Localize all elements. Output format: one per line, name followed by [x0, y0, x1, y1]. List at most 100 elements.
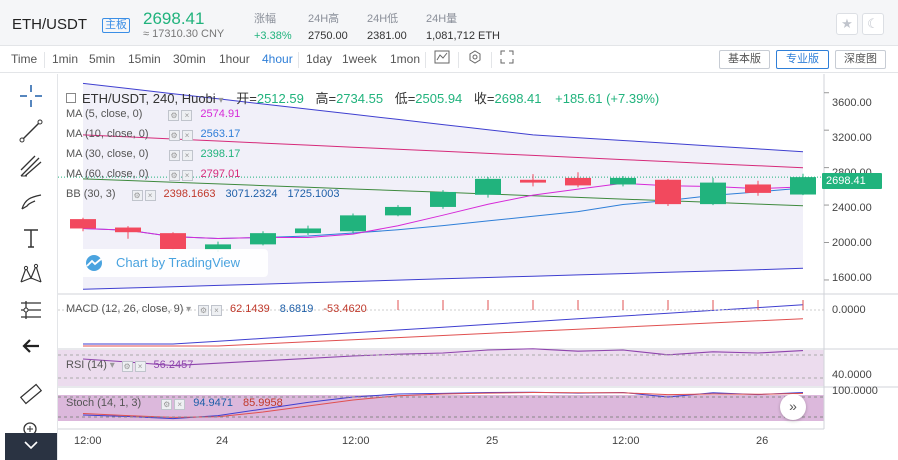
ruler-icon[interactable] — [17, 380, 45, 408]
candle-body — [700, 182, 726, 205]
cny-price: ≈ 17310.30 CNY — [143, 28, 225, 40]
stat-label: 24H低 — [367, 13, 399, 25]
bb-low-value: 1725.1003 — [287, 188, 340, 200]
high-label: 高= — [315, 91, 337, 106]
tradingview-watermark[interactable]: Chart by TradingView — [72, 249, 268, 277]
stat-value: +3.38% — [254, 30, 292, 42]
candle-body — [340, 215, 366, 232]
settings-icon[interactable]: ⚙ — [121, 361, 133, 372]
divider — [298, 52, 299, 68]
rsi-pane-bg — [58, 350, 824, 386]
tf-30min[interactable]: 30min — [173, 52, 206, 66]
ma60-label: MA (60, close, 0) — [66, 168, 149, 180]
back-arrow-icon[interactable] — [17, 332, 45, 360]
tf-1day[interactable]: 1day — [306, 52, 333, 66]
stat-low: 24H低 2381.00 — [367, 10, 407, 42]
stoch-legend: Stoch (14, 1, 3) ⚙ × 94.9471 85.9958 — [66, 397, 283, 410]
remove-icon[interactable]: × — [144, 190, 156, 201]
candle-body — [610, 177, 636, 185]
collapse-toolbar-button[interactable] — [5, 433, 57, 460]
pro-view-button[interactable]: 专业版 — [776, 50, 829, 69]
bb-legend: BB (30, 3) ⚙ × 2398.1663 3071.2324 1725.1003 — [66, 188, 340, 201]
depth-chart-button[interactable]: 深度图 — [835, 50, 886, 69]
change-value: +185.61 (+7.39%) — [555, 91, 660, 106]
indicators-icon[interactable] — [432, 50, 452, 68]
pitchfork-icon[interactable] — [17, 152, 45, 180]
remove-icon[interactable]: × — [181, 170, 193, 181]
legend-symbol: ETH/USDT, 240, Huobi — [82, 91, 216, 106]
stat-value: 2750.00 — [308, 30, 348, 42]
candle-body — [655, 179, 681, 205]
tf-1min[interactable]: 1min — [52, 52, 79, 66]
tf-time[interactable]: Time — [11, 52, 38, 66]
axis-ticks — [824, 92, 829, 281]
collapse-legend-icon[interactable] — [66, 93, 76, 103]
symbol-title: ETH/USDT — [12, 16, 87, 33]
tf-1mon[interactable]: 1mon — [390, 52, 421, 66]
time-axis-label: 12:00 — [74, 435, 102, 447]
settings-icon[interactable]: ⚙ — [168, 150, 180, 161]
chart-toolbar: Time 1min 5min 15min 30min 1hour 4hour 1… — [0, 47, 898, 73]
remove-icon[interactable]: × — [181, 110, 193, 121]
tf-5min[interactable]: 5min — [89, 52, 116, 66]
trend-line-icon[interactable] — [17, 117, 45, 145]
settings-icon[interactable]: ⚙ — [161, 399, 173, 410]
settings-icon[interactable]: ⚙ — [168, 110, 180, 121]
prediction-icon[interactable] — [17, 296, 45, 324]
text-tool-icon[interactable] — [17, 224, 45, 252]
close-label: 收= — [473, 91, 495, 106]
time-axis-label: 25 — [486, 435, 499, 447]
stat-label: 涨幅 — [254, 13, 276, 25]
chart-area[interactable]: ETH/USDT, 240, Huobi ▾ 开=2512.59 高=2734.… — [58, 74, 898, 460]
favorite-star-icon[interactable]: ★ — [836, 13, 858, 35]
stat-volume: 24H量 1,081,712 ETH — [426, 10, 500, 42]
fullscreen-icon[interactable] — [497, 50, 517, 68]
remove-icon[interactable]: × — [181, 130, 193, 141]
candles — [70, 172, 816, 252]
basic-view-button[interactable]: 基本版 — [719, 50, 770, 69]
candle-body — [250, 233, 276, 245]
crosshair-icon[interactable] — [17, 82, 45, 110]
ma60-legend: MA (60, close, 0) ⚙ × 2797.01 — [66, 168, 240, 181]
brush-icon[interactable] — [17, 187, 45, 215]
indicator-lines — [58, 300, 824, 420]
tf-15min[interactable]: 15min — [128, 52, 161, 66]
macd-histogram-value: -53.4620 — [323, 303, 367, 315]
stoch-scale-label: 100.0000 — [832, 385, 878, 397]
last-price-tag: 2698.41 — [822, 173, 882, 189]
bb-upper-line — [82, 82, 804, 153]
time-axis-label: 26 — [756, 435, 769, 447]
stoch-label: Stoch (14, 1, 3) — [66, 397, 142, 409]
watermark-text: Chart by TradingView — [116, 255, 241, 270]
bb-lower-line — [82, 267, 804, 290]
remove-icon[interactable]: × — [181, 150, 193, 161]
night-mode-moon-icon[interactable]: ☾ — [862, 13, 884, 35]
divider — [425, 52, 426, 68]
settings-gear-icon[interactable] — [465, 50, 485, 68]
tf-1week[interactable]: 1week — [342, 52, 377, 66]
settings-icon[interactable]: ⚙ — [131, 190, 143, 201]
pattern-icon[interactable] — [17, 260, 45, 288]
tf-1hour[interactable]: 1hour — [219, 52, 250, 66]
ma5-label: MA (5, close, 0) — [66, 108, 143, 120]
settings-icon[interactable]: ⚙ — [168, 170, 180, 181]
stat-change: 涨幅 +3.38% — [254, 10, 292, 42]
ma60-line — [82, 134, 804, 169]
settings-icon[interactable]: ⚙ — [168, 130, 180, 141]
stat-value: 1,081,712 ETH — [426, 30, 500, 42]
ma5-line — [82, 182, 804, 240]
open-value: 2512.59 — [256, 91, 304, 106]
scroll-to-realtime-icon[interactable]: » — [780, 394, 806, 420]
macd-scale-label: 0.0000 — [832, 304, 866, 316]
settings-icon[interactable]: ⚙ — [197, 305, 209, 316]
rsi-line — [82, 348, 804, 367]
remove-icon[interactable]: × — [134, 361, 146, 372]
ma5-value: 2574.91 — [200, 108, 241, 120]
remove-icon[interactable]: × — [174, 399, 186, 410]
tf-4hour[interactable]: 4hour — [262, 52, 293, 66]
ma30-label: MA (30, close, 0) — [66, 148, 149, 160]
candle-body — [295, 228, 321, 234]
candle-body — [430, 191, 456, 207]
remove-icon[interactable]: × — [210, 305, 222, 316]
candle-body — [205, 244, 231, 250]
